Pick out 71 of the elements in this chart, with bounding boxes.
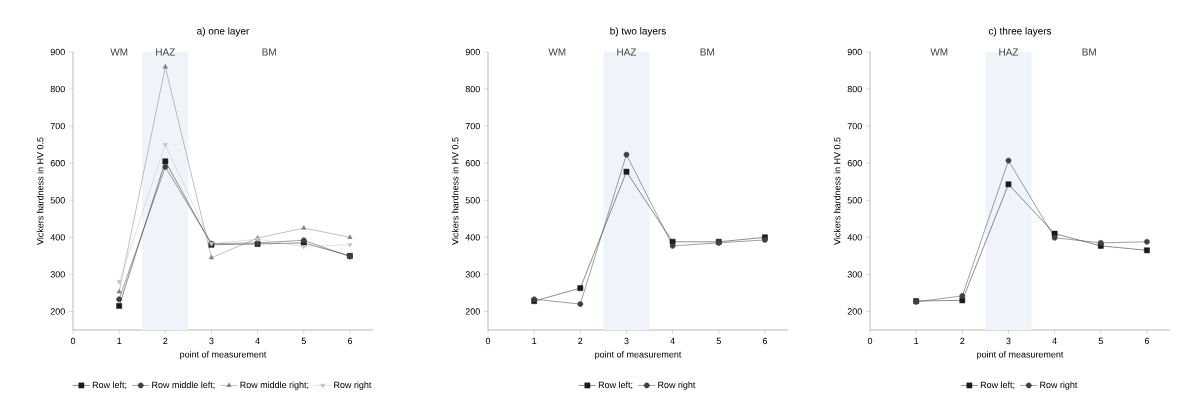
y-tick-label: 400: [847, 234, 862, 241]
y-tick-label: 700: [465, 122, 480, 130]
legend-label: Row middle right;: [240, 381, 309, 390]
y-tick-label: 900: [50, 48, 65, 56]
x-tick-label: 2: [163, 337, 168, 345]
x-tick-label: 1: [914, 337, 919, 344]
legend-label: Row left;: [980, 381, 1015, 390]
y-tick-label: 900: [847, 48, 862, 56]
band-label: HAZ: [999, 48, 1019, 56]
x-tick-label: 1: [532, 337, 537, 344]
y-tick-label: 300: [50, 271, 65, 278]
y-tick-label: 200: [465, 308, 480, 315]
x-axis-title: point of measurement: [977, 350, 1064, 360]
legend-label: Row right: [1040, 381, 1078, 390]
legend-label: Row right: [334, 381, 372, 390]
y-tick-label: 800: [847, 85, 862, 93]
y-tick-label: 600: [847, 160, 862, 167]
x-tick-label: 0: [867, 337, 873, 345]
annotation: BM: [700, 48, 714, 56]
x-tick-label: 4: [255, 337, 260, 344]
y-tick-label: 300: [847, 271, 862, 278]
x-tick-label: 6: [1144, 337, 1150, 345]
y-axis-title: Vickers hardness in HV 0.5: [833, 137, 841, 245]
y-tick-label: 900: [465, 48, 480, 56]
y-tick-label: 200: [50, 308, 65, 315]
x-tick-label: 5: [716, 337, 721, 345]
legend-label: Row right: [658, 381, 696, 390]
annotation: WM: [548, 48, 566, 56]
x-tick-label: 0: [70, 337, 76, 345]
y-tick-label: 700: [50, 122, 65, 130]
legend-label: Row left;: [598, 381, 633, 390]
annotation: BM: [1082, 48, 1096, 56]
y-tick-label: 500: [50, 197, 65, 204]
x-axis-title: point of measurement: [595, 350, 682, 360]
y-tick-label: 500: [465, 197, 480, 204]
annotation: WM: [930, 48, 948, 56]
chart-title: a) one layer: [197, 27, 250, 37]
y-tick-label: 600: [465, 160, 480, 167]
x-tick-label: 3: [624, 337, 629, 345]
y-tick-label: 400: [50, 234, 65, 241]
y-tick-label: 700: [847, 122, 862, 130]
y-tick-label: 800: [465, 85, 480, 93]
y-axis-title: Vickers hardness in HV 0.5: [36, 137, 44, 245]
x-tick-label: 0: [485, 337, 491, 345]
x-tick-label: 4: [670, 337, 675, 344]
y-tick-label: 800: [50, 85, 65, 93]
band-label: HAZ: [156, 48, 175, 56]
x-tick-label: 5: [301, 337, 306, 345]
x-tick-label: 6: [347, 337, 353, 345]
y-tick-label: 600: [50, 160, 65, 167]
legend-label: Row middle left;: [152, 381, 215, 390]
x-tick-label: 5: [1098, 337, 1103, 345]
legend-label: Row left;: [92, 381, 127, 390]
x-axis-title: point of measurement: [180, 350, 267, 360]
annotation: WM: [110, 48, 128, 56]
y-tick-label: 200: [847, 308, 862, 315]
chart-title: c) three layers: [988, 27, 1052, 37]
x-tick-label: 4: [1052, 337, 1057, 344]
y-axis-title: Vickers hardness in HV 0.5: [451, 137, 459, 245]
x-tick-label: 3: [209, 337, 214, 345]
x-tick-label: 1: [117, 337, 122, 344]
x-tick-label: 2: [960, 337, 965, 345]
x-tick-label: 3: [1006, 337, 1011, 345]
x-tick-label: 2: [578, 337, 583, 345]
y-tick-label: 500: [847, 197, 862, 204]
x-tick-label: 6: [762, 337, 768, 345]
y-tick-label: 300: [465, 271, 480, 278]
chart-title: b) two layers: [610, 27, 666, 37]
band-label: HAZ: [617, 48, 637, 56]
annotation: BM: [262, 48, 276, 56]
y-tick-label: 400: [465, 234, 480, 241]
